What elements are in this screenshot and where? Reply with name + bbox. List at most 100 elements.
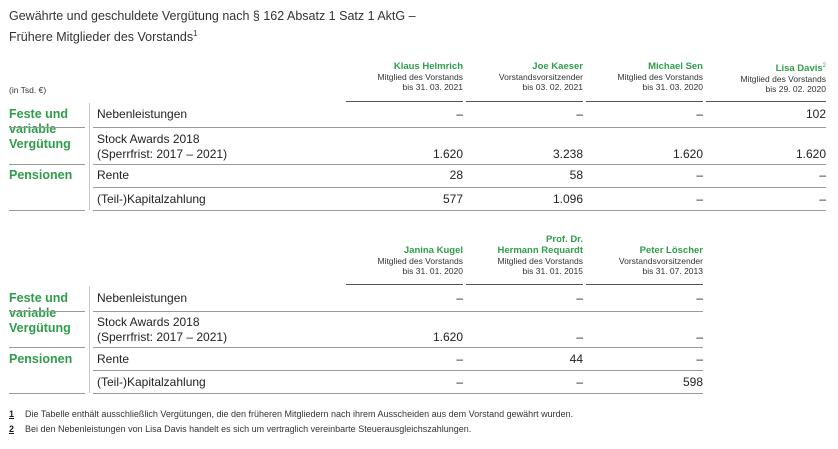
table-cell: 3.238 (552, 147, 583, 161)
table-cell: 1.620 (795, 147, 826, 161)
header-rule (346, 101, 463, 102)
footnote-number: 2 (9, 424, 15, 434)
column-header-name: Klaus Helmrich (393, 61, 463, 72)
table-cell: – (576, 375, 583, 389)
table-cell: – (576, 330, 583, 344)
column-header-name: Lisa Davis2 (706, 61, 826, 74)
group-label-line: Vergütung (9, 137, 71, 151)
header-rule (466, 284, 583, 285)
column-header-davis: Lisa Davis2 Mitglied des Vorstands bis 2… (706, 61, 826, 94)
row-rule (93, 164, 826, 165)
table-cell: 102 (805, 107, 826, 121)
column-separator (89, 103, 90, 210)
table-cell: – (696, 192, 703, 206)
row-label-line: Stock Awards 2018 (97, 315, 200, 329)
row-rule (9, 164, 85, 165)
column-header-name-prefix (346, 234, 463, 245)
header-rule (466, 101, 583, 102)
row-rule (93, 393, 703, 394)
table-cell: 1.096 (552, 192, 583, 206)
group-label-line: Feste und (9, 107, 69, 121)
table-cell: 598 (682, 375, 703, 389)
column-header-name: Michael Sen (648, 61, 703, 72)
column-header-role: Mitglied des Vorstands (377, 72, 463, 82)
table-cell: 577 (442, 192, 463, 206)
group-label-line: variable (9, 306, 57, 320)
footnote-2: 2 Bei den Nebenleistungen von Lisa Davis … (9, 423, 471, 435)
title-line-2: Frühere Mitglieder des Vorstands1 (9, 25, 416, 46)
table-cell: – (456, 107, 463, 121)
row-label-kapitalzahlung: (Teil-)Kapitalzahlung (97, 192, 206, 206)
unit-label: (in Tsd. €) (9, 85, 47, 95)
row-rule (93, 210, 826, 211)
title-footnote-ref: 1 (193, 29, 198, 38)
column-header-name: Peter Löscher (639, 245, 703, 256)
page-title: Gewährte und geschuldete Vergütung nach … (9, 8, 416, 46)
row-rule (93, 370, 703, 371)
table-cell: – (576, 107, 583, 121)
row-rule (93, 127, 826, 128)
table-cell: 1.620 (432, 330, 463, 344)
row-label-kapitalzahlung: (Teil-)Kapitalzahlung (97, 375, 206, 389)
row-label-nebenleistungen: Nebenleistungen (97, 291, 188, 305)
group-label-line: Vergütung (9, 321, 71, 335)
footnote-number: 1 (9, 409, 15, 419)
title-line-1: Gewährte und geschuldete Vergütung nach … (9, 9, 416, 23)
column-header-kaeser: Joe Kaeser Vorstandsvorsitzender bis 03.… (466, 61, 583, 92)
header-rule (586, 101, 703, 102)
table-cell: 1.620 (672, 147, 703, 161)
table-cell: – (696, 330, 703, 344)
table-cell: 58 (569, 168, 583, 182)
row-rule (93, 187, 826, 188)
column-header-role: Mitglied des Vorstands (377, 256, 463, 266)
column-header-date: bis 31. 01. 2020 (402, 266, 464, 276)
group-label-fixed-variable: Feste und variable Vergütung (9, 291, 71, 336)
table-cell: – (819, 168, 826, 182)
footnote-text: Bei den Nebenleistungen von Lisa Davis h… (25, 424, 472, 434)
group-label-pensions: Pensionen (9, 352, 73, 366)
column-header-name: Joe Kaeser (532, 61, 583, 72)
group-label-line: Feste und (9, 291, 69, 305)
table-cell: 1.620 (432, 147, 463, 161)
group-label-line: variable (9, 122, 57, 136)
column-header-name-prefix: Prof. Dr. (546, 234, 583, 245)
row-rule (9, 393, 85, 394)
column-header-role: Mitglied des Vorstands (497, 256, 583, 266)
column-header-date: bis 31. 07. 2013 (642, 266, 704, 276)
column-header-role: Vorstandsvorsitzender (618, 256, 703, 266)
table-cell: – (696, 291, 703, 305)
row-label-nebenleistungen: Nebenleistungen (97, 107, 188, 121)
row-label-line: (Sperrfrist: 2017 – 2021) (97, 147, 228, 161)
column-header-name-text: Lisa Davis (775, 63, 823, 75)
column-header-date: bis 29. 02. 2020 (765, 84, 827, 95)
column-header-date: bis 31. 03. 2021 (402, 82, 464, 92)
row-rule (9, 347, 85, 348)
table-cell: – (696, 352, 703, 366)
row-label-stock-awards: Stock Awards 2018 (Sperrfrist: 2017 – 20… (97, 315, 227, 345)
table-cell: – (456, 291, 463, 305)
table-cell: – (696, 168, 703, 182)
column-header-role: Mitglied des Vorstands (617, 72, 703, 82)
row-label-line: Stock Awards 2018 (97, 132, 200, 146)
table-cell: 44 (569, 352, 583, 366)
group-label-fixed-variable: Feste und variable Vergütung (9, 107, 71, 152)
row-rule (93, 347, 703, 348)
group-label-pensions: Pensionen (9, 168, 73, 182)
header-rule (586, 284, 703, 285)
column-header-kugel: Janina Kugel Mitglied des Vorstands bis … (346, 234, 463, 276)
column-header-sen: Michael Sen Mitglied des Vorstands bis 3… (586, 61, 703, 92)
row-label-line: (Sperrfrist: 2017 – 2021) (97, 330, 228, 344)
header-rule (706, 101, 826, 102)
row-rule (9, 210, 85, 211)
row-rule (93, 311, 703, 312)
davis-footnote-ref: 2 (822, 63, 826, 69)
header-rule (346, 284, 463, 285)
row-label-rente: Rente (97, 168, 130, 182)
table-cell: – (576, 291, 583, 305)
column-header-requardt: Prof. Dr. Hermann Requardt Mitglied des … (466, 234, 583, 276)
column-header-name-prefix (586, 234, 703, 245)
column-header-name: Hermann Requardt (497, 245, 583, 256)
table-cell: – (696, 107, 703, 121)
row-label-stock-awards: Stock Awards 2018 (Sperrfrist: 2017 – 20… (97, 132, 227, 162)
table-cell: – (456, 352, 463, 366)
